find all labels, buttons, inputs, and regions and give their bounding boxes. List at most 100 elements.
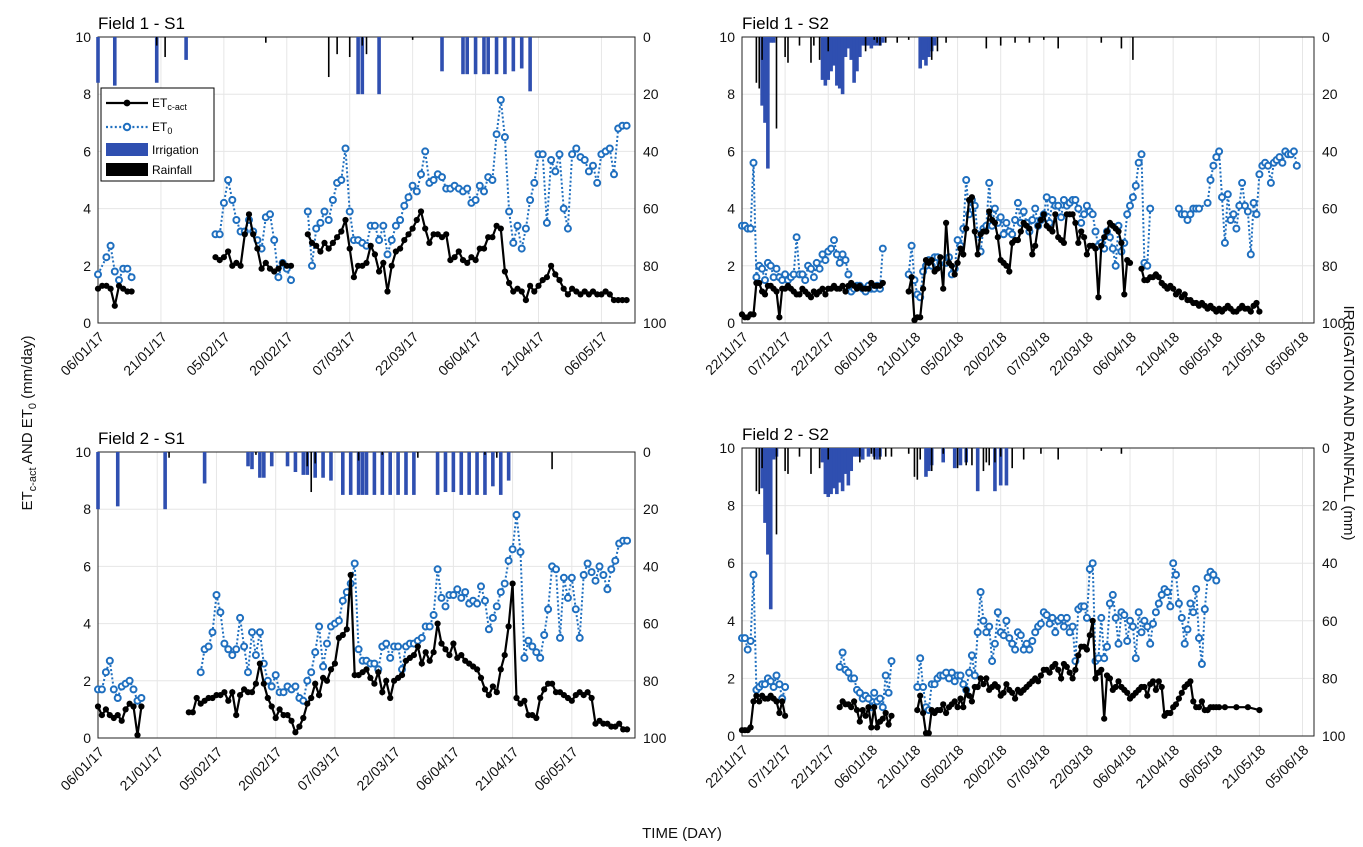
- irrigation-bar: [837, 448, 842, 483]
- etc-point: [327, 666, 335, 673]
- et0-point: [583, 559, 592, 568]
- etc-point: [1216, 704, 1223, 711]
- et0-point: [1057, 213, 1066, 222]
- etc-point: [413, 216, 420, 224]
- et0-point: [1278, 158, 1287, 167]
- et0-point: [1108, 244, 1117, 253]
- etc-point: [317, 248, 324, 255]
- et0-point: [766, 261, 775, 270]
- et0-point: [212, 591, 221, 599]
- etc-point: [776, 709, 783, 717]
- et0-point: [605, 144, 614, 153]
- etc-point: [1175, 288, 1182, 295]
- irrigation-bar: [849, 37, 854, 60]
- et0-point: [563, 224, 572, 233]
- rainfall-bar: [265, 37, 267, 43]
- et0-point: [1252, 210, 1261, 219]
- etc-point: [963, 686, 970, 694]
- etc-point: [606, 291, 613, 298]
- rainfall-bar: [1120, 37, 1123, 49]
- et0-point: [524, 636, 533, 645]
- x-tick-label: 22/03/18: [1046, 742, 1096, 792]
- et0-point: [1192, 585, 1201, 594]
- irrigation-bar: [768, 37, 773, 43]
- et0-point: [1097, 613, 1106, 622]
- irrigation-bar: [993, 448, 997, 492]
- et0-point: [580, 156, 589, 164]
- etc-point: [418, 660, 425, 667]
- etc-point: [1055, 666, 1062, 673]
- etc-point: [917, 314, 924, 321]
- et0-point: [528, 642, 537, 651]
- rainfall-bar: [484, 452, 486, 455]
- etc-point: [501, 652, 508, 659]
- x-tick-label: 06/04/17: [413, 744, 463, 794]
- et0-point: [215, 230, 224, 239]
- etc-point: [388, 262, 395, 269]
- rainfall-bar: [930, 37, 933, 60]
- y2-tick-label: 60: [1322, 201, 1338, 217]
- et0-point: [887, 657, 896, 666]
- etc-point: [1098, 666, 1105, 673]
- et0-point: [1082, 613, 1091, 622]
- et0-point: [1031, 204, 1040, 213]
- irrigation-bar: [321, 452, 325, 478]
- etc-point: [750, 311, 757, 318]
- irrigation-bar: [262, 452, 266, 478]
- etc-point: [497, 666, 504, 673]
- etc-series-line: [306, 208, 627, 304]
- etc-point: [1035, 222, 1042, 229]
- irrigation-bar: [329, 452, 333, 481]
- etc-point: [920, 285, 927, 292]
- left-y-axis-label-part2: AND ET: [19, 409, 36, 467]
- etc-point: [1081, 234, 1088, 241]
- etc-point: [268, 703, 275, 710]
- x-axis-label: TIME (DAY): [642, 825, 722, 842]
- irrigation-bar: [285, 452, 290, 467]
- etc-point: [422, 649, 429, 656]
- et0-point: [1131, 654, 1140, 663]
- et0-point: [807, 264, 815, 273]
- irrigation-bar: [301, 452, 306, 475]
- etc-point: [934, 265, 941, 272]
- rainfall-bar: [798, 37, 801, 46]
- et0-point: [311, 648, 320, 657]
- et0-point: [870, 688, 879, 697]
- etc-point: [128, 288, 135, 295]
- y2-tick-label: 60: [1322, 613, 1338, 629]
- etc-point: [237, 692, 244, 699]
- irrigation-bar: [519, 37, 524, 69]
- y2-tick-label: 40: [643, 558, 659, 574]
- irrigation-bar: [202, 452, 207, 484]
- et0-point: [758, 264, 767, 273]
- etc-point: [1247, 308, 1254, 315]
- etc-point: [616, 720, 623, 727]
- irrigation-bar: [440, 37, 444, 72]
- irrigation-bar: [771, 37, 776, 43]
- rainfall-bar: [1040, 448, 1042, 454]
- etc-point: [250, 231, 257, 238]
- etc-point: [450, 640, 457, 647]
- y-tick-label: 10: [75, 444, 91, 460]
- irrigation-bar: [855, 37, 859, 72]
- rainfall-bar: [1057, 448, 1059, 460]
- rainfall-bar: [361, 37, 364, 46]
- irrigation-bar: [465, 37, 469, 75]
- etc-point: [954, 259, 961, 266]
- legend-etc-marker: [123, 99, 131, 107]
- rainfall-bar: [310, 452, 313, 493]
- irrigation-bar: [763, 448, 767, 523]
- et0-point: [492, 602, 501, 611]
- etc-point: [994, 683, 1001, 691]
- et0-point: [1114, 639, 1123, 648]
- rainfall-bar: [864, 37, 867, 52]
- et0-point: [228, 196, 237, 204]
- et0-point: [303, 207, 312, 216]
- y2-tick-label: 80: [1322, 258, 1338, 274]
- et0-point: [988, 657, 997, 666]
- etc-point: [776, 314, 783, 321]
- et0-point: [354, 645, 363, 654]
- et0-point: [338, 596, 347, 605]
- left-y-axis-label-part3: (mm/day): [19, 335, 36, 403]
